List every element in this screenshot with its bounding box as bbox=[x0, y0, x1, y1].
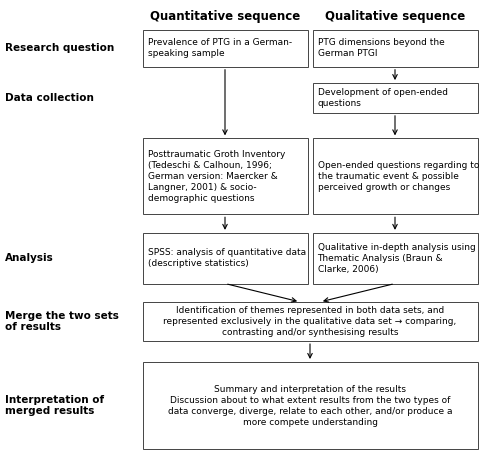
Text: Analysis: Analysis bbox=[5, 253, 54, 263]
Text: Data collection: Data collection bbox=[5, 93, 94, 103]
Text: Identification of themes represented in both data sets, and
represented exclusiv: Identification of themes represented in … bbox=[164, 306, 457, 337]
Text: Summary and interpretation of the results
Discussion about to what extent result: Summary and interpretation of the result… bbox=[168, 384, 452, 427]
Text: Development of open-ended
questions: Development of open-ended questions bbox=[318, 88, 448, 108]
Text: Merge the two sets
of results: Merge the two sets of results bbox=[5, 311, 119, 332]
Text: Interpretation of
merged results: Interpretation of merged results bbox=[5, 395, 104, 416]
Bar bbox=[142, 302, 477, 341]
Text: Research question: Research question bbox=[5, 43, 114, 53]
Text: Posttraumatic Groth Inventory
(Tedeschi & Calhoun, 1996;
German version: Maercke: Posttraumatic Groth Inventory (Tedeschi … bbox=[148, 150, 285, 203]
Text: Quantitative sequence: Quantitative sequence bbox=[150, 10, 300, 23]
Text: Open-ended questions regarding to
the traumatic event & possible
perceived growt: Open-ended questions regarding to the tr… bbox=[318, 161, 479, 192]
Text: SPSS: analysis of quantitative data
(descriptive statistics): SPSS: analysis of quantitative data (des… bbox=[148, 248, 306, 268]
Bar bbox=[312, 83, 478, 113]
Bar bbox=[312, 233, 478, 284]
Bar bbox=[142, 362, 477, 449]
Bar bbox=[312, 30, 478, 67]
Text: PTG dimensions beyond the
German PTGI: PTG dimensions beyond the German PTGI bbox=[318, 38, 444, 59]
Text: Qualitative in-depth analysis using
Thematic Analysis (Braun &
Clarke, 2006): Qualitative in-depth analysis using Them… bbox=[318, 242, 475, 274]
Bar bbox=[142, 233, 308, 284]
Bar bbox=[142, 138, 308, 214]
Bar bbox=[142, 30, 308, 67]
Bar bbox=[312, 138, 478, 214]
Text: Qualitative sequence: Qualitative sequence bbox=[325, 10, 465, 23]
Text: Prevalence of PTG in a German-
speaking sample: Prevalence of PTG in a German- speaking … bbox=[148, 38, 292, 59]
